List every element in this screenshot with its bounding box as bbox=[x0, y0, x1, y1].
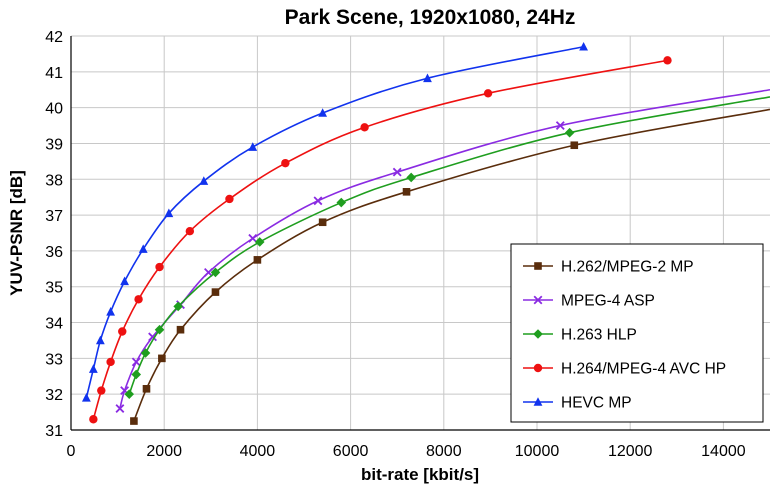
data-point bbox=[204, 267, 213, 277]
y-tick-label: 42 bbox=[45, 29, 63, 46]
data-point bbox=[88, 364, 98, 373]
x-tick-label: 4000 bbox=[240, 443, 276, 460]
data-point bbox=[176, 325, 185, 334]
legend-item: MPEG-4 ASP bbox=[523, 293, 655, 310]
data-point bbox=[248, 233, 258, 243]
legend-item: HEVC MP bbox=[523, 395, 632, 412]
legend-label: H.263 HLP bbox=[561, 327, 637, 344]
x-tick-label: 8000 bbox=[426, 443, 462, 460]
legend-marker bbox=[533, 295, 543, 305]
data-point bbox=[579, 41, 588, 51]
tick-labels: 0 2000 4000 6000 8000 10000 12000 14000 31 32 33 34… bbox=[45, 29, 746, 460]
data-point bbox=[402, 188, 411, 196]
data-point bbox=[89, 415, 98, 424]
data-point bbox=[483, 89, 493, 98]
legend: H.262/MPEG-2 MP MPEG-4 ASP H.263 HLP H.264/… bbox=[510, 243, 764, 423]
series-layer bbox=[81, 41, 770, 425]
data-point bbox=[158, 354, 166, 363]
x-tick-label: 2000 bbox=[146, 443, 182, 460]
data-point bbox=[120, 276, 129, 286]
data-point bbox=[210, 267, 221, 278]
x-tick-label: 6000 bbox=[333, 443, 369, 460]
data-point bbox=[564, 127, 575, 138]
legend-item: H.262/MPEG-2 MP bbox=[523, 259, 694, 276]
data-point bbox=[318, 218, 327, 227]
x-tick-label: 0 bbox=[67, 443, 76, 460]
data-point bbox=[281, 158, 290, 168]
x-tick-label: 12000 bbox=[608, 443, 653, 460]
y-tick-label: 37 bbox=[45, 208, 63, 225]
x-tick-label: 14000 bbox=[701, 443, 746, 460]
series-3 bbox=[89, 56, 672, 424]
y-axis-title: YUV-PSNR [dB] bbox=[7, 170, 26, 296]
legend-box bbox=[510, 243, 764, 423]
data-point bbox=[138, 244, 148, 253]
series-0 bbox=[130, 108, 770, 425]
legend-marker bbox=[533, 363, 543, 373]
data-point bbox=[130, 417, 138, 425]
data-point bbox=[570, 141, 579, 150]
data-point bbox=[211, 288, 220, 296]
data-point bbox=[392, 167, 402, 177]
data-point bbox=[313, 196, 323, 206]
legend-marker bbox=[533, 329, 543, 339]
data-point bbox=[154, 324, 165, 335]
data-point bbox=[97, 386, 106, 395]
y-tick-label: 36 bbox=[45, 244, 63, 261]
data-point bbox=[173, 301, 183, 312]
data-point bbox=[225, 194, 234, 204]
y-tick-label: 34 bbox=[45, 316, 63, 333]
data-point bbox=[134, 295, 143, 304]
data-point bbox=[95, 335, 105, 345]
data-point bbox=[131, 357, 141, 367]
chart-title: Park Scene, 1920x1080, 24Hz bbox=[285, 6, 576, 29]
y-tick-label: 32 bbox=[45, 387, 63, 404]
legend-item: H.264/MPEG-4 AVC HP bbox=[523, 361, 726, 378]
series-2 bbox=[124, 96, 770, 399]
y-tick-label: 35 bbox=[45, 280, 63, 297]
legend-label: H.262/MPEG-2 MP bbox=[561, 259, 694, 276]
data-point bbox=[106, 357, 115, 367]
y-tick-label: 33 bbox=[45, 351, 63, 368]
y-tick-label: 39 bbox=[45, 136, 63, 153]
data-point bbox=[140, 348, 151, 358]
data-point bbox=[185, 227, 195, 236]
data-point bbox=[106, 307, 116, 316]
data-point bbox=[115, 404, 125, 413]
legend-marker bbox=[534, 262, 542, 270]
legend-marker bbox=[533, 397, 543, 406]
x-tick-label: 10000 bbox=[515, 443, 560, 460]
series-1 bbox=[115, 88, 770, 413]
data-point bbox=[318, 108, 328, 117]
data-point bbox=[118, 327, 127, 336]
data-point bbox=[164, 208, 174, 218]
data-point bbox=[81, 392, 91, 402]
data-point bbox=[124, 389, 135, 399]
data-point bbox=[155, 262, 164, 272]
data-point bbox=[406, 172, 416, 183]
y-tick-label: 40 bbox=[45, 101, 63, 118]
data-point bbox=[142, 385, 151, 393]
data-point bbox=[555, 121, 565, 130]
legend-label: H.264/MPEG-4 AVC HP bbox=[561, 361, 726, 378]
legend-label: MPEG-4 ASP bbox=[561, 293, 655, 310]
data-point bbox=[254, 237, 265, 247]
data-point bbox=[663, 56, 672, 65]
series-4 bbox=[81, 41, 588, 402]
data-point bbox=[336, 197, 347, 208]
data-point bbox=[148, 332, 157, 342]
y-tick-label: 38 bbox=[45, 172, 63, 189]
data-point bbox=[253, 256, 262, 264]
y-tick-label: 41 bbox=[45, 65, 63, 82]
data-point bbox=[131, 369, 142, 380]
y-tick-label: 31 bbox=[45, 423, 63, 440]
x-axis-title: bit-rate [kbit/s] bbox=[361, 465, 479, 484]
data-point bbox=[199, 176, 209, 185]
data-point bbox=[423, 73, 432, 83]
legend-item: H.263 HLP bbox=[523, 327, 637, 344]
legend-label: HEVC MP bbox=[561, 395, 632, 412]
data-point bbox=[248, 142, 258, 151]
data-point bbox=[360, 123, 369, 132]
